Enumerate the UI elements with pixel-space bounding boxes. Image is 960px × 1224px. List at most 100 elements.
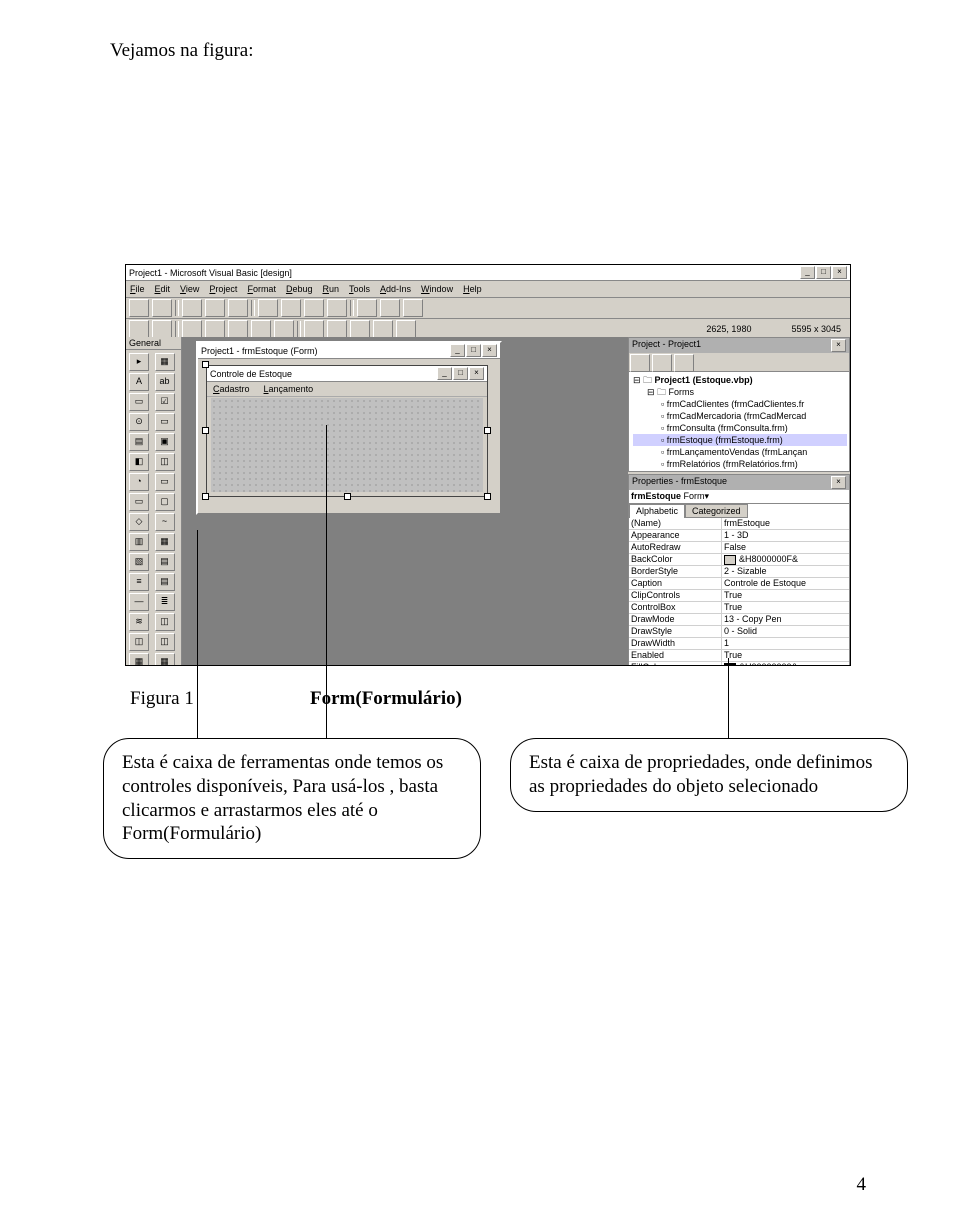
- resize-handle[interactable]: [202, 361, 209, 368]
- menu-item[interactable]: File: [130, 284, 145, 294]
- close-icon[interactable]: ×: [482, 344, 497, 357]
- toolbox-control[interactable]: ▦: [155, 653, 175, 666]
- menu-item[interactable]: Debug: [286, 284, 313, 294]
- tree-form-item[interactable]: ▫ frmConsulta (frmConsulta.frm): [633, 422, 847, 434]
- toolbox-control[interactable]: ▦: [129, 653, 149, 666]
- form-menu-item[interactable]: Cadastro: [213, 384, 250, 394]
- toolbox-control[interactable]: ≡: [129, 573, 149, 591]
- toolbox-control[interactable]: —: [129, 593, 149, 611]
- toolbar-button[interactable]: [380, 299, 400, 317]
- menu-item[interactable]: Window: [421, 284, 453, 294]
- property-row[interactable]: BackColor&H8000000F&: [629, 554, 849, 566]
- menu-item[interactable]: Add-Ins: [380, 284, 411, 294]
- toolbox-control[interactable]: ▦: [155, 353, 175, 371]
- property-row[interactable]: ControlBoxTrue: [629, 602, 849, 614]
- toolbox-control[interactable]: ab: [155, 373, 175, 391]
- minimize-icon[interactable]: _: [800, 266, 815, 279]
- toolbar-button[interactable]: [350, 320, 370, 338]
- toolbox-control[interactable]: ☑: [155, 393, 175, 411]
- toolbar-button[interactable]: [129, 299, 149, 317]
- toolbar-button[interactable]: [396, 320, 416, 338]
- toolbar-button[interactable]: [304, 320, 324, 338]
- toolbox-control[interactable]: ◧: [129, 453, 149, 471]
- toolbox-control[interactable]: ⊙: [129, 413, 149, 431]
- tab-alphabetic[interactable]: Alphabetic: [629, 504, 685, 518]
- object-selector[interactable]: frmEstoque Form ▾: [629, 490, 849, 504]
- toolbar-button[interactable]: [327, 320, 347, 338]
- toolbar-button[interactable]: [357, 299, 377, 317]
- maximize-icon[interactable]: □: [453, 367, 468, 380]
- view-object-button[interactable]: [652, 354, 672, 372]
- property-row[interactable]: (Name)frmEstoque: [629, 518, 849, 530]
- toolbar-button[interactable]: [129, 320, 149, 338]
- toolbox-control[interactable]: ▣: [155, 433, 175, 451]
- toolbox-control[interactable]: ▤: [155, 553, 175, 571]
- toolbox-control[interactable]: ◇: [129, 513, 149, 531]
- toolbar-button[interactable]: [205, 299, 225, 317]
- toolbox-control[interactable]: ≋: [129, 613, 149, 631]
- toolbox-control[interactable]: ▭: [129, 493, 149, 511]
- maximize-icon[interactable]: □: [816, 266, 831, 279]
- toolbar-button[interactable]: [403, 299, 423, 317]
- toolbox-control[interactable]: ◫: [129, 633, 149, 651]
- toolbar-button[interactable]: [182, 320, 202, 338]
- toolbox-control[interactable]: ▭: [155, 413, 175, 431]
- resize-handle[interactable]: [484, 493, 491, 500]
- toolbar-button[interactable]: [258, 299, 278, 317]
- toolbox-control[interactable]: ◫: [155, 613, 175, 631]
- toolbox-control[interactable]: A: [129, 373, 149, 391]
- resize-handle[interactable]: [202, 427, 209, 434]
- property-row[interactable]: CaptionControle de Estoque: [629, 578, 849, 590]
- menu-item[interactable]: Edit: [155, 284, 171, 294]
- toolbox-control[interactable]: ▸: [129, 353, 149, 371]
- toolbox-control[interactable]: ▧: [129, 553, 149, 571]
- form-designer-window[interactable]: Project1 - frmEstoque (Form) _ □ × Contr…: [196, 341, 502, 515]
- tree-form-item[interactable]: ▫ frmRelatórios (frmRelatórios.frm): [633, 458, 847, 470]
- toolbar-button[interactable]: [281, 299, 301, 317]
- menu-item[interactable]: Tools: [349, 284, 370, 294]
- menu-item[interactable]: Help: [463, 284, 482, 294]
- property-row[interactable]: EnabledTrue: [629, 650, 849, 662]
- menu-item[interactable]: Project: [209, 284, 237, 294]
- maximize-icon[interactable]: □: [466, 344, 481, 357]
- toolbar-button[interactable]: [373, 320, 393, 338]
- menu-item[interactable]: Run: [322, 284, 339, 294]
- resize-handle[interactable]: [484, 427, 491, 434]
- tree-project-root[interactable]: ⊟ 🗀 Project1 (Estoque.vbp): [633, 374, 847, 386]
- property-row[interactable]: DrawMode13 - Copy Pen: [629, 614, 849, 626]
- toolbar-button[interactable]: [251, 320, 271, 338]
- toolbar-button[interactable]: [182, 299, 202, 317]
- toolbar-button[interactable]: [152, 299, 172, 317]
- tree-form-item[interactable]: ▫ frmLançamentoVendas (frmLançan: [633, 446, 847, 458]
- toolbox-control[interactable]: ▤: [155, 573, 175, 591]
- property-row[interactable]: FillColor&H00000000&: [629, 662, 849, 666]
- property-row[interactable]: ClipControlsTrue: [629, 590, 849, 602]
- tree-form-item[interactable]: ▫ frmEstoque (frmEstoque.frm): [633, 434, 847, 446]
- view-code-button[interactable]: [630, 354, 650, 372]
- toolbox-control[interactable]: ~: [155, 513, 175, 531]
- toggle-folders-button[interactable]: [674, 354, 694, 372]
- minimize-icon[interactable]: _: [450, 344, 465, 357]
- property-row[interactable]: BorderStyle2 - Sizable: [629, 566, 849, 578]
- tree-folder[interactable]: ⊟ 🗀 Forms: [633, 386, 847, 398]
- toolbox-control[interactable]: ◫: [155, 453, 175, 471]
- tab-categorized[interactable]: Categorized: [685, 504, 748, 518]
- toolbox-control[interactable]: ≣: [155, 593, 175, 611]
- form-grid[interactable]: [211, 398, 483, 492]
- tree-form-item[interactable]: ▫ frmCadMercadoria (frmCadMercad: [633, 410, 847, 422]
- toolbar-button[interactable]: [228, 299, 248, 317]
- close-icon[interactable]: ×: [831, 339, 846, 352]
- resize-handle[interactable]: [202, 493, 209, 500]
- toolbox-control[interactable]: ▦: [155, 533, 175, 551]
- close-icon[interactable]: ×: [469, 367, 484, 380]
- toolbox-control[interactable]: ▤: [129, 433, 149, 451]
- toolbox-control[interactable]: ◔: [129, 473, 149, 491]
- toolbar-button[interactable]: [274, 320, 294, 338]
- toolbox-control[interactable]: ▢: [155, 493, 175, 511]
- form-canvas[interactable]: Controle de Estoque _ □ × CadastroLançam…: [206, 365, 488, 497]
- property-row[interactable]: DrawStyle0 - Solid: [629, 626, 849, 638]
- form-menu-item[interactable]: Lançamento: [264, 384, 314, 394]
- project-tree[interactable]: ⊟ 🗀 Project1 (Estoque.vbp)⊟ 🗀 Forms ▫ frm…: [629, 372, 849, 471]
- property-row[interactable]: AutoRedrawFalse: [629, 542, 849, 554]
- minimize-icon[interactable]: _: [437, 367, 452, 380]
